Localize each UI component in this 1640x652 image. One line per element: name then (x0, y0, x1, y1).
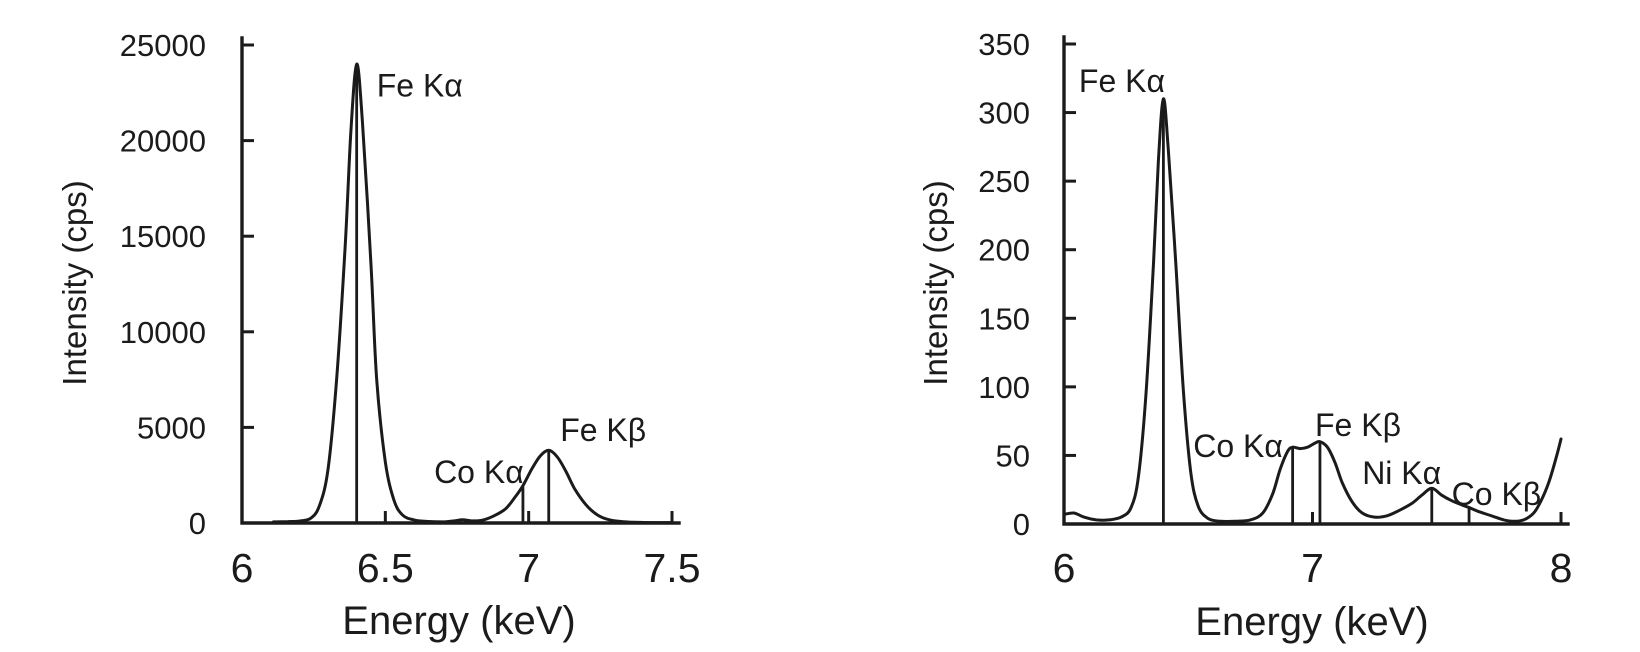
x-tick-label: 7 (517, 545, 540, 591)
axis-lines (1062, 35, 1570, 526)
y-tick-label: 50 (996, 438, 1030, 473)
x-tick-label: 6 (1053, 545, 1076, 591)
y-tick-label: 25000 (120, 28, 206, 63)
peak-annotation: Fe Kα (1079, 63, 1165, 99)
right-spectrum-chart: 6 7 8 0 50 100 150 200 250 300 350 Energy (keV) Inte… (917, 27, 1572, 644)
y-tick-label: 0 (1013, 507, 1030, 542)
y-tick-label: 0 (189, 506, 206, 541)
x-axis-title: Energy (keV) (1195, 600, 1428, 644)
peak-annotation: Co Kβ (1452, 476, 1542, 512)
y-axis-title: Intensity (cps) (917, 180, 954, 385)
axis-lines (240, 36, 681, 525)
y-tick-label: 350 (978, 27, 1030, 62)
y-axis-title: Intensity (cps) (56, 180, 93, 385)
y-tick-label: 250 (978, 164, 1030, 199)
x-tick-label: 7.5 (644, 545, 701, 591)
y-tick-label: 10000 (120, 315, 206, 350)
spectrum-curve (1062, 97, 1563, 524)
y-tick-label: 100 (978, 370, 1030, 405)
y-tick-label: 300 (978, 96, 1030, 131)
y-tick-label: 5000 (137, 410, 206, 445)
x-tick-label: 8 (1550, 545, 1573, 591)
spectrum-curve (272, 62, 674, 525)
x-axis-title: Energy (keV) (342, 599, 575, 643)
left-spectrum-chart: 6 6.5 7 7.5 0 5000 10000 15000 20000 25000 Energy … (56, 28, 701, 643)
y-tick-label: 200 (978, 233, 1030, 268)
x-tick-label: 7 (1301, 545, 1324, 591)
x-tick-label: 6.5 (357, 545, 414, 591)
peak-annotation: Co Kα (434, 454, 524, 490)
peak-annotation: Fe Kβ (1315, 407, 1401, 443)
peak-annotation: Ni Kα (1362, 455, 1441, 491)
x-tick-label: 6 (231, 545, 254, 591)
y-tick-label: 20000 (120, 124, 206, 159)
y-tick-label: 150 (978, 301, 1030, 336)
peak-annotation: Fe Kα (377, 68, 463, 104)
peak-annotation: Co Kα (1193, 428, 1283, 464)
y-tick-label: 15000 (120, 219, 206, 254)
peak-annotation: Fe Kβ (560, 412, 646, 448)
